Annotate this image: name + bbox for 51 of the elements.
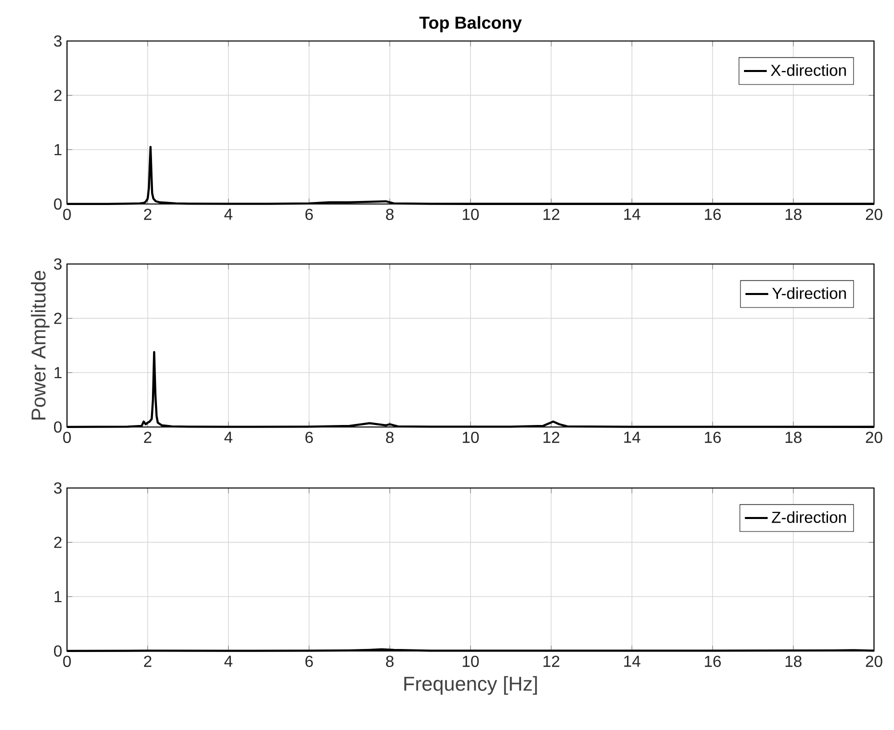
x-tick-label: 2 — [144, 432, 152, 443]
x-tick-label: 18 — [786, 432, 802, 444]
x-tick-label: 20 — [866, 432, 882, 444]
y-tick-label: 3 — [54, 482, 62, 494]
x-tick-label: 14 — [624, 208, 640, 220]
x-tick-label: 10 — [462, 432, 479, 444]
y-tick-label: 0 — [54, 645, 62, 657]
y-tick-label: 1 — [54, 591, 62, 602]
y-tick-label: 3 — [54, 258, 62, 270]
y-tick-label: 2 — [54, 536, 62, 548]
x-axis-title: Frequency [Hz] — [404, 676, 537, 695]
x-tick-label: 4 — [224, 656, 232, 667]
y-tick-label: 1 — [54, 144, 62, 156]
x-tick-label: 18 — [786, 208, 802, 220]
x-tick-label: 16 — [704, 432, 721, 444]
x-tick-label: 18 — [786, 656, 802, 668]
x-tick-label: 6 — [305, 208, 313, 220]
x-tick-label: 14 — [624, 432, 640, 443]
x-tick-label: 8 — [386, 208, 394, 220]
legend-label: Z-direction — [772, 511, 846, 523]
x-tick-label: 4 — [224, 208, 232, 220]
x-tick-label: 8 — [386, 432, 394, 444]
x-tick-label: 16 — [704, 208, 721, 220]
chart-title: Top Balcony — [419, 16, 522, 32]
x-tick-label: 6 — [305, 432, 313, 444]
x-tick-label: 10 — [462, 208, 479, 220]
y-tick-label: 1 — [54, 367, 62, 378]
y-tick-label: 0 — [54, 198, 62, 210]
x-tick-label: 2 — [144, 208, 152, 220]
x-tick-label: 12 — [544, 656, 560, 667]
x-tick-label: 10 — [462, 656, 479, 668]
x-tick-label: 20 — [866, 656, 882, 668]
x-tick-label: 16 — [704, 656, 721, 668]
x-tick-label: 20 — [866, 208, 882, 220]
x-tick-label: 2 — [144, 656, 152, 667]
x-tick-label: 0 — [63, 432, 71, 444]
x-tick-label: 6 — [305, 656, 313, 668]
y-tick-label: 3 — [54, 35, 62, 47]
y-tick-label: 2 — [54, 90, 62, 101]
y-tick-label: 2 — [54, 312, 62, 324]
y-tick-label: 0 — [54, 421, 62, 433]
x-tick-label: 12 — [544, 208, 560, 220]
y-axis-title: Power Amplitude — [30, 270, 50, 420]
x-tick-label: 4 — [224, 432, 232, 443]
x-tick-label: 0 — [63, 656, 71, 668]
legend-label: Y-direction — [772, 287, 846, 299]
x-tick-label: 12 — [544, 432, 560, 443]
x-tick-label: 8 — [386, 656, 394, 668]
x-tick-label: 0 — [63, 208, 71, 220]
x-tick-label: 14 — [624, 656, 640, 667]
legend-label: X-direction — [770, 64, 846, 76]
